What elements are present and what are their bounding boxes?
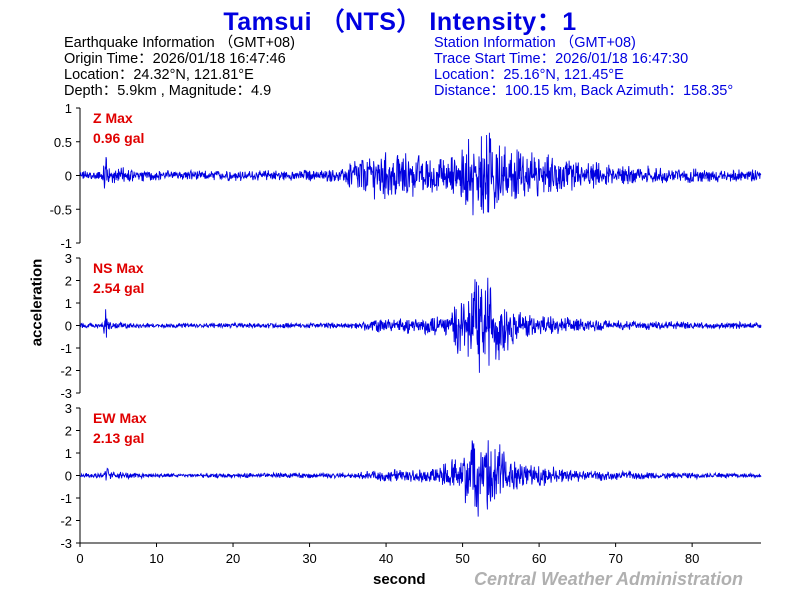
y-tick-label-Z: -1 [60,236,72,251]
waveform-trace-NS [79,277,762,373]
x-tick-label: 50 [455,551,469,566]
distance-azimuth: Distance：100.15 km, Back Azimuth：158.35° [434,83,734,99]
y-tick-label-NS: 3 [65,251,72,266]
y-tick-label-EW: 3 [65,401,72,416]
x-tick-label: 20 [226,551,240,566]
y-tick-label-EW: -1 [60,491,72,506]
y-tick-label-EW: -3 [60,536,72,551]
max-value-EW: 2.13 gal [93,430,144,446]
waveform-trace-EW [79,440,762,517]
max-value-Z: 0.96 gal [93,130,144,146]
earthquake-info-header: Earthquake Information （GMT+08) [64,35,295,51]
station-location: Location：25.16°N, 121.45°E [434,67,624,83]
max-label-Z: Z Max [93,110,133,126]
y-tick-label-EW: -2 [60,514,72,529]
max-label-NS: NS Max [93,260,144,276]
x-axis-title: second [373,571,426,588]
station-info: Station Information （GMT+08) Trace Start… [434,35,733,99]
max-value-NS: 2.54 gal [93,280,144,296]
x-tick-label: 80 [685,551,699,566]
waveform-trace-Z [79,132,762,216]
y-tick-label-NS: -1 [60,341,72,356]
y-tick-label-EW: 1 [65,446,72,461]
depth-magnitude: Depth：5.9km , Magnitude：4.9 [64,83,272,99]
x-tick-label: 40 [379,551,393,566]
x-tick-label: 60 [532,551,546,566]
x-tick-label: 30 [302,551,316,566]
trace-start-time: Trace Start Time：2026/01/18 16:47:30 [434,51,689,67]
y-tick-label-NS: -3 [60,386,72,401]
max-label-EW: EW Max [93,410,147,426]
credit-text: Central Weather Administration [474,569,744,589]
x-tick-label: 0 [76,551,83,566]
y-tick-label-NS: -2 [60,364,72,379]
station-info-header: Station Information （GMT+08) [434,35,636,51]
y-axis-title: acceleration [28,258,46,347]
y-tick-label-Z: 0 [65,169,72,184]
y-tick-label-Z: 0.5 [54,135,72,150]
y-tick-label-NS: 2 [65,274,72,289]
x-tick-label: 70 [608,551,622,566]
y-tick-label-Z: 1 [65,101,72,116]
origin-time: Origin Time：2026/01/18 16:47:46 [64,51,286,67]
y-tick-label-Z: -0.5 [50,202,72,217]
x-tick-label: 10 [149,551,163,566]
y-tick-label-NS: 1 [65,296,72,311]
chart-title: Tamsui （NTS） Intensity：1 [223,8,577,36]
earthquake-info: Earthquake Information （GMT+08) Origin T… [64,35,295,99]
y-tick-label-EW: 0 [65,469,72,484]
y-tick-label-EW: 2 [65,424,72,439]
epicenter-location: Location：24.32°N, 121.81°E [64,67,254,83]
y-tick-label-NS: 0 [65,319,72,334]
